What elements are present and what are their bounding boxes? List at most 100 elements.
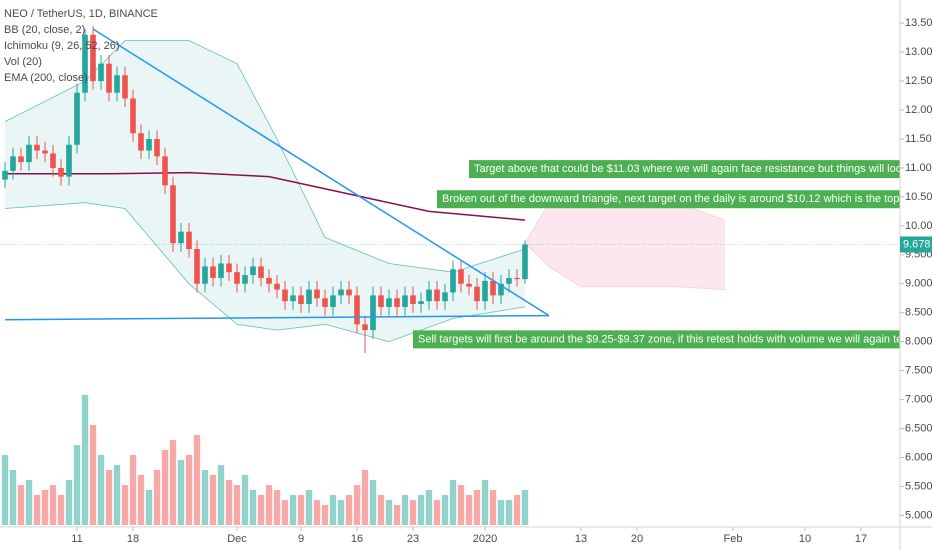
volume-bar bbox=[49, 485, 57, 525]
candle-body bbox=[474, 286, 480, 302]
candle-body bbox=[378, 295, 384, 307]
candle-body bbox=[458, 269, 464, 284]
x-tick-label: 23 bbox=[407, 533, 419, 545]
annotation-text: Sell targets will first be around the $9… bbox=[418, 333, 932, 345]
volume-bar bbox=[393, 505, 401, 525]
volume-bar bbox=[409, 500, 417, 525]
candle-body bbox=[274, 283, 280, 290]
volume-bar bbox=[17, 485, 25, 525]
volume-bar bbox=[297, 495, 305, 525]
indicator-label: Ichimoku (9, 26, 52, 26) bbox=[4, 40, 120, 52]
y-tick-label: 6.500 bbox=[905, 422, 932, 434]
candle-body bbox=[34, 144, 40, 151]
y-tick-label: 7.500 bbox=[905, 365, 932, 377]
candle-body bbox=[170, 185, 176, 244]
candle-body bbox=[234, 272, 240, 284]
volume-bar bbox=[281, 500, 289, 525]
volume-bar bbox=[193, 435, 201, 525]
volume-bar bbox=[369, 480, 377, 525]
annotation-box bbox=[413, 330, 900, 349]
y-tick-label: 9.500 bbox=[905, 249, 932, 261]
volume-bar bbox=[145, 490, 153, 525]
volume-bar bbox=[217, 465, 225, 525]
x-tick-label: 2020 bbox=[473, 533, 497, 545]
volume-bar bbox=[417, 495, 425, 525]
candle-body bbox=[306, 289, 312, 305]
volume-bar bbox=[113, 465, 121, 525]
candle-body bbox=[466, 283, 472, 287]
volume-bar bbox=[169, 440, 177, 525]
annotation-box bbox=[437, 190, 900, 209]
trendline bbox=[4, 314, 550, 321]
volume-bar bbox=[513, 495, 521, 525]
volume-bar bbox=[65, 480, 73, 525]
candle-body bbox=[98, 63, 104, 82]
x-tick-label: 10 bbox=[799, 533, 811, 545]
volume-bar bbox=[1, 455, 9, 525]
volume-bar bbox=[25, 480, 33, 525]
x-tick-label: 17 bbox=[855, 533, 867, 545]
candle-body bbox=[26, 144, 32, 163]
candle-body bbox=[186, 231, 192, 250]
candle-body bbox=[202, 266, 208, 284]
axes: 5.000 5.500 6.000 6.500 7.000 7.500 8.000 8.500… bbox=[71, 17, 932, 545]
y-tick-label: 12.500 bbox=[905, 75, 932, 87]
volume-bar bbox=[33, 495, 41, 525]
y-tick-label: 10.000 bbox=[905, 220, 932, 232]
volume-bar bbox=[241, 475, 249, 525]
annotation-text: Target above that could be $11.03 where … bbox=[474, 163, 932, 175]
volume-bar bbox=[321, 505, 329, 525]
candle-body bbox=[250, 266, 256, 276]
candle-body bbox=[74, 92, 80, 145]
volume-bar bbox=[401, 495, 409, 525]
volume-bar bbox=[505, 500, 513, 525]
volume-bar bbox=[361, 470, 369, 525]
volume-bar bbox=[41, 490, 49, 525]
volume-bar bbox=[105, 470, 113, 525]
volume-bar bbox=[449, 480, 457, 525]
candle-body bbox=[338, 289, 344, 296]
x-tick-label: Dec bbox=[227, 533, 247, 545]
volume-bar bbox=[497, 500, 505, 525]
volume-bar bbox=[345, 495, 353, 525]
volume-bar bbox=[57, 495, 65, 525]
candle-body bbox=[298, 295, 304, 305]
trendline bbox=[92, 28, 550, 317]
volume-bar bbox=[457, 485, 465, 525]
y-tick-label: 8.500 bbox=[905, 307, 932, 319]
y-tick-label: 13.000 bbox=[905, 46, 932, 58]
candle-body bbox=[450, 269, 456, 293]
volume-bar bbox=[265, 485, 273, 525]
volume-bar bbox=[433, 500, 441, 525]
candle-body bbox=[210, 266, 216, 278]
candle-body bbox=[258, 266, 264, 278]
volume-bar bbox=[161, 450, 169, 525]
chart-title: NEO / TetherUS, 1D, BINANCE bbox=[4, 8, 158, 20]
volume-bar bbox=[121, 485, 129, 525]
volume-bar bbox=[97, 455, 105, 525]
last-price-label: 9.678 bbox=[903, 238, 931, 250]
x-tick-label: 20 bbox=[631, 533, 643, 545]
candle-body bbox=[266, 277, 272, 284]
candle-body bbox=[434, 289, 440, 302]
candle-body bbox=[138, 133, 144, 151]
candle-body bbox=[410, 295, 416, 305]
volume-bar bbox=[313, 500, 321, 525]
candle-body bbox=[58, 167, 64, 177]
plot-area: Target above that could be $11.03 where … bbox=[0, 26, 932, 525]
y-tick-label: 11.000 bbox=[905, 162, 932, 174]
x-tick-label: 11 bbox=[71, 533, 82, 545]
candle-body bbox=[282, 289, 288, 302]
volume-bar bbox=[201, 470, 209, 525]
volume-bar bbox=[209, 475, 217, 525]
ema-line bbox=[5, 171, 526, 221]
candle-body bbox=[506, 277, 512, 284]
legend: NEO / TetherUS, 1D, BINANCE BB (20, clos… bbox=[4, 8, 158, 84]
volume-bar bbox=[225, 480, 233, 525]
candle-body bbox=[18, 156, 24, 163]
y-tick-label: 10.500 bbox=[905, 191, 932, 203]
volume-bar bbox=[9, 470, 17, 525]
volume-bar bbox=[305, 490, 313, 525]
candle-body bbox=[394, 298, 400, 307]
candle-body bbox=[90, 34, 96, 82]
